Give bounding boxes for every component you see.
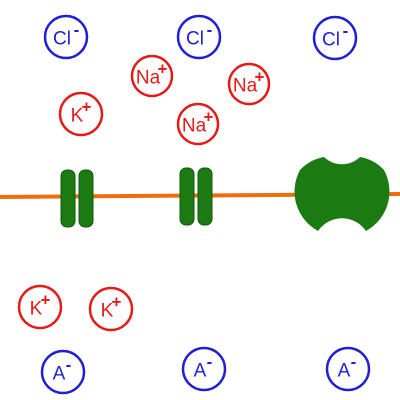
na-ion-charge: + <box>255 68 265 87</box>
k-ion: K+ <box>88 286 134 332</box>
a-ion-symbol: A <box>338 361 351 382</box>
cl-ion-symbol: Cl <box>322 30 340 51</box>
ion-channel-middle <box>179 167 213 226</box>
cl-ion-circle <box>43 14 89 60</box>
a-ion-circle <box>325 346 371 392</box>
k-ion-charge: + <box>112 293 122 312</box>
na-ion-circle <box>227 62 271 106</box>
k-ion-symbol: K <box>71 106 84 127</box>
k-ion-circle <box>58 91 104 137</box>
k-ion: K+ <box>58 91 104 137</box>
cl-ion-charge: - <box>207 21 213 40</box>
na-ion: Na+ <box>130 54 174 98</box>
a-ion-charge: - <box>66 356 72 375</box>
a-ion-symbol: A <box>53 364 66 385</box>
cl-ion: Cl - <box>312 15 358 61</box>
a-ion: A- <box>325 346 371 392</box>
na-ion-charge: + <box>158 60 168 79</box>
a-ion-circle <box>181 346 227 392</box>
a-ion-charge: - <box>351 353 357 372</box>
k-ion-circle <box>17 284 63 330</box>
cl-ion-circle <box>312 15 358 61</box>
sodium-potassium-pump <box>294 157 390 231</box>
k-ion-symbol: K <box>101 301 114 322</box>
a-ion-circle <box>40 349 86 395</box>
cl-ion-symbol: Cl <box>53 29 71 50</box>
cl-ion: Cl - <box>176 14 222 60</box>
cl-ion-circle <box>176 14 222 60</box>
ion-channel-left <box>60 169 94 228</box>
a-ion: A- <box>181 346 227 392</box>
k-ion: K+ <box>17 284 63 330</box>
k-ion-circle <box>88 286 134 332</box>
ions-layer: Cl - Cl - Cl -Na+Na+Na+K+K+K+A - A - A - <box>17 14 371 395</box>
a-ion: A- <box>40 349 86 395</box>
na-ion: Na+ <box>227 62 271 106</box>
na-ion-symbol: Na <box>136 68 161 89</box>
na-ion-symbol: Na <box>233 76 258 97</box>
k-ion-charge: + <box>82 98 92 117</box>
cl-ion-symbol: Cl <box>186 29 204 50</box>
cl-ion-charge: - <box>74 21 80 40</box>
na-ion-charge: + <box>204 108 214 127</box>
na-ion: Na+ <box>176 102 220 146</box>
na-ion-circle <box>176 102 220 146</box>
k-ion-charge: + <box>41 291 51 310</box>
na-ion-symbol: Na <box>182 116 207 137</box>
cl-ion: Cl - <box>43 14 89 60</box>
a-ion-symbol: A <box>194 361 207 382</box>
a-ion-charge: - <box>207 353 213 372</box>
na-ion-circle <box>130 54 174 98</box>
cl-ion-charge: - <box>343 22 349 41</box>
k-ion-symbol: K <box>30 299 43 320</box>
